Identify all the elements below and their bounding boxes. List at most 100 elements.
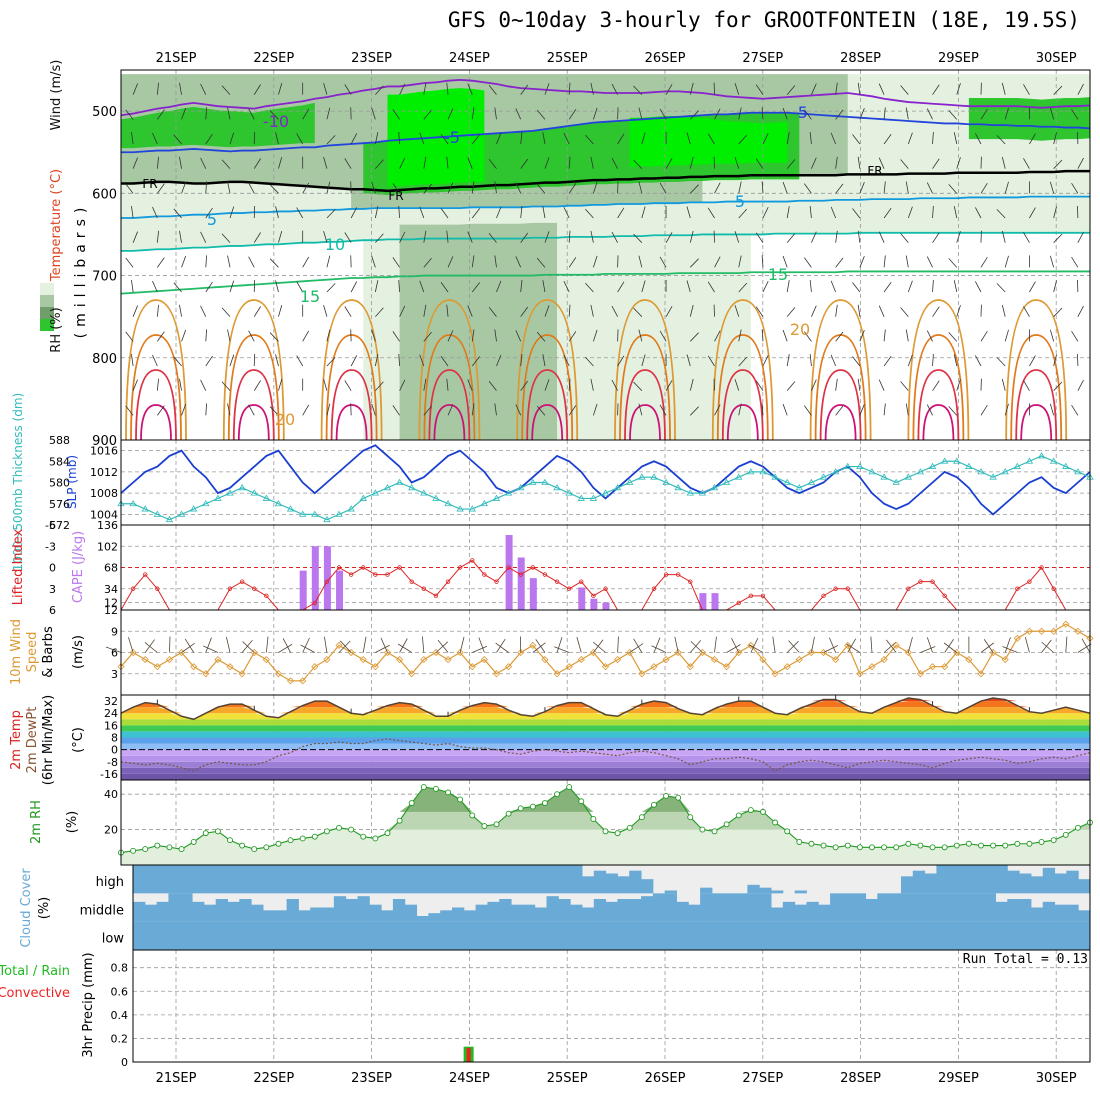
cloud-high-bar <box>983 865 996 894</box>
thickness-point <box>662 478 670 485</box>
wind-barb <box>576 637 582 653</box>
wind-barb <box>611 379 618 391</box>
wind-barb <box>375 85 384 95</box>
wind-barb <box>253 232 261 243</box>
wind-barb <box>835 405 844 416</box>
precip-legend-conv: Convective <box>0 986 70 1001</box>
ytick-label: 900 <box>92 434 117 449</box>
wind-barb <box>926 256 933 268</box>
wind-speed-point <box>347 648 355 657</box>
wind-barb <box>374 280 379 293</box>
cloud-low-bar <box>995 921 1008 950</box>
cape-bar <box>505 535 513 610</box>
cloud-low-bar <box>168 921 181 950</box>
wind-barb <box>131 132 134 145</box>
wind-barb <box>633 638 643 653</box>
wind-barb <box>544 379 550 391</box>
cloud-high-bar <box>912 870 926 894</box>
wind-barb <box>1004 255 1009 268</box>
wind-barb <box>948 332 958 342</box>
cloud-low-bar <box>1042 921 1056 950</box>
rh2m-point <box>953 842 960 849</box>
wind-barb <box>371 255 376 268</box>
contour-label: FR <box>388 189 403 203</box>
wind-barb <box>446 82 449 95</box>
wind-barb <box>156 230 159 243</box>
wind-barb <box>878 157 885 169</box>
rh2m-point <box>566 784 573 791</box>
rh2m-point <box>227 837 233 844</box>
rh2m-point <box>202 830 209 837</box>
cloud-high-bar <box>794 890 807 894</box>
thickness-point <box>795 484 804 491</box>
rh-axis-label: RH (%) <box>49 307 64 352</box>
cloud-low-bar <box>156 921 169 950</box>
wind-speed-point <box>904 648 912 657</box>
wind-barb <box>617 133 625 145</box>
rh2m-point <box>239 842 246 849</box>
cloud-low-bar <box>1019 921 1032 950</box>
wind-speed-point <box>1062 620 1070 628</box>
thickness-point <box>274 499 283 507</box>
wind-barb <box>585 134 594 145</box>
wind-speed-point <box>323 656 331 664</box>
wind-barb <box>762 207 769 219</box>
temp-band <box>121 767 1090 774</box>
isotherm-arch <box>418 299 481 441</box>
cloud-low-bar <box>227 921 240 950</box>
isotherm-line <box>121 195 1090 219</box>
wind-barb <box>996 283 1006 293</box>
cloud-low-bar <box>262 921 276 950</box>
cloud-middle-bar <box>664 893 677 922</box>
wind-barb <box>689 640 702 653</box>
cloud-high-bar <box>428 865 441 894</box>
lifted-index-point <box>675 572 681 577</box>
cloud-middle-bar <box>723 893 737 922</box>
wind-barb <box>689 156 694 169</box>
thickness-point <box>613 484 622 491</box>
wind-barb <box>1001 230 1006 243</box>
wind-barb <box>617 355 625 367</box>
wind-barb <box>761 181 764 194</box>
wind-speed-point <box>177 648 186 657</box>
cloud-middle-bar <box>853 893 867 922</box>
thickness-point <box>686 489 694 496</box>
wind-speed-point <box>420 656 428 664</box>
cloud-high-bar <box>452 865 465 894</box>
wind-barb <box>659 404 667 416</box>
wind-barb <box>494 403 497 416</box>
wind-barb <box>398 354 400 367</box>
wind-barb <box>248 182 255 194</box>
cloud-low-bar <box>392 921 406 950</box>
wind-speed-point <box>819 648 828 657</box>
cloud-low-bar <box>499 921 512 950</box>
lifted-index-point <box>663 572 669 577</box>
wind-barb <box>326 329 331 342</box>
rh2m-point <box>905 840 912 847</box>
wind-barb <box>1029 281 1036 293</box>
cloud-low-bar <box>771 921 784 950</box>
rh2m-point <box>1062 831 1069 838</box>
wind-barb <box>362 636 367 653</box>
wind-barb <box>181 642 195 653</box>
wind-barb <box>544 83 550 95</box>
wind-barb <box>184 638 195 653</box>
lifted-index-point <box>482 572 487 577</box>
cloud-high-bar <box>522 865 536 894</box>
wind-barb <box>302 330 310 342</box>
thickness-point <box>371 489 380 496</box>
rh2m-point <box>1074 824 1081 831</box>
cloud-high-bar <box>759 887 772 894</box>
wind-barb <box>811 157 817 169</box>
cloud-middle-bar <box>1030 907 1044 922</box>
wind-barb <box>932 132 934 145</box>
wind-barb <box>392 109 400 120</box>
cloud-middle-bar <box>168 893 181 922</box>
wind-barb <box>275 354 279 367</box>
wind-barb <box>242 641 255 653</box>
wind-barb <box>633 307 643 317</box>
wind-barb <box>956 231 961 243</box>
isotherm-arch <box>423 334 476 441</box>
wind-barb <box>344 232 352 243</box>
wind-speed-point <box>311 663 319 671</box>
